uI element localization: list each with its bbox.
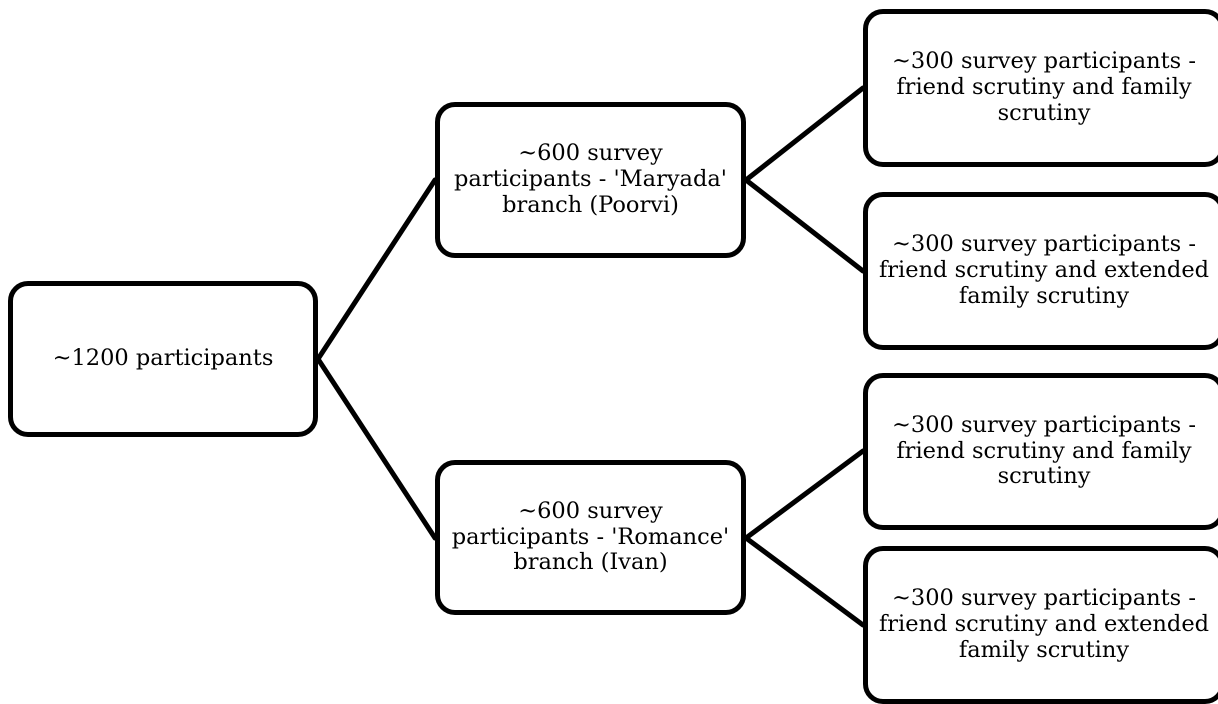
leaf-node-label: ~300 survey participants - friend scruti… — [892, 48, 1196, 126]
branch-node-romance: ~600 survey participants - 'Romance' bra… — [435, 460, 746, 615]
root-node-label: ~1200 participants — [52, 345, 274, 372]
branch-node-romance-label: ~600 survey participants - 'Romance' bra… — [451, 497, 730, 576]
leaf-node-label: ~300 survey participants - friend scruti… — [892, 411, 1196, 490]
leaf-node-romance-extended-family: ~300 survey participants - friend scruti… — [863, 546, 1218, 704]
connector-maryada-to-family — [743, 85, 866, 183]
leaf-node-romance-family: ~300 survey participants - friend scruti… — [863, 373, 1218, 530]
connector-romance-to-family — [743, 448, 866, 541]
connector-root-to-maryada — [315, 177, 438, 362]
connector-root-to-romance — [315, 356, 438, 541]
connector-maryada-to-extended-family — [743, 177, 866, 274]
root-node: ~1200 participants — [8, 281, 318, 437]
leaf-node-maryada-family: ~300 survey participants - friend scruti… — [863, 9, 1218, 167]
leaf-node-label: ~300 survey participants - friend scruti… — [878, 585, 1210, 663]
branch-node-maryada-label: ~600 survey participants - 'Maryada' bra… — [454, 140, 727, 218]
connector-romance-to-extended-family — [743, 535, 866, 628]
leaf-node-maryada-extended-family: ~300 survey participants - friend scruti… — [863, 192, 1218, 350]
branch-node-maryada: ~600 survey participants - 'Maryada' bra… — [435, 102, 746, 258]
leaf-node-label: ~300 survey participants - friend scruti… — [878, 231, 1210, 309]
